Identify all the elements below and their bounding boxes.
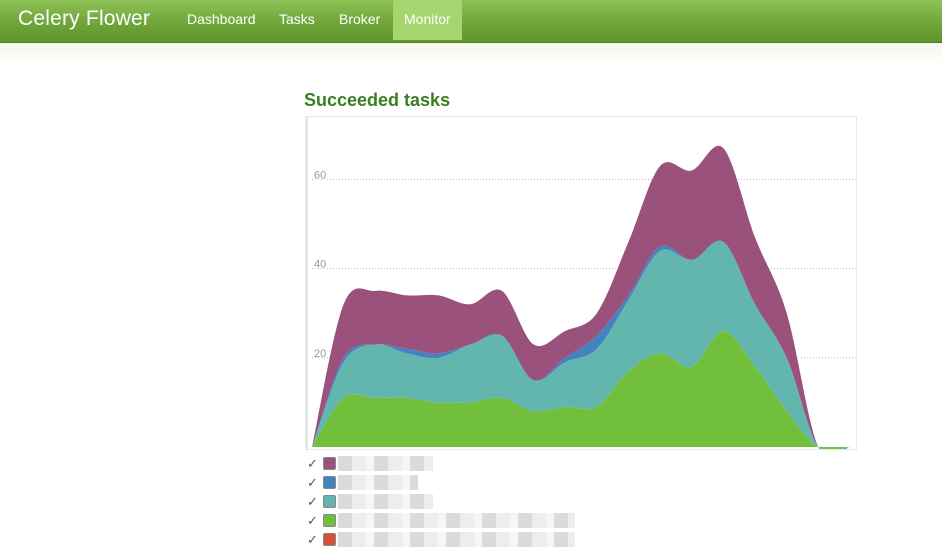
legend-item[interactable]: ✓ (307, 474, 607, 493)
area-series-1 (312, 240, 850, 449)
check-icon[interactable]: ✓ (307, 532, 318, 547)
legend-item[interactable]: ✓ (307, 455, 607, 474)
legend-swatch (323, 476, 336, 489)
legend-swatch (323, 514, 336, 527)
succeeded-tasks-chart: 20 40 60 (305, 116, 857, 450)
nav-tasks[interactable]: Tasks (279, 11, 315, 27)
check-icon[interactable]: ✓ (307, 456, 318, 471)
legend-swatch (323, 457, 336, 470)
y-tick-label: 40 (314, 259, 326, 271)
y-tick-label: 60 (314, 169, 326, 181)
brand-title[interactable]: Celery Flower (18, 7, 151, 30)
top-navbar: Celery Flower Dashboard Tasks Broker Mon… (0, 0, 942, 43)
check-icon[interactable]: ✓ (307, 475, 318, 490)
check-icon[interactable]: ✓ (307, 513, 318, 528)
y-tick-label: 20 (314, 348, 326, 360)
chart-title: Succeeded tasks (304, 90, 451, 110)
area-series-3 (312, 145, 850, 449)
legend-swatch (323, 495, 336, 508)
area-series-0 (312, 331, 850, 449)
legend-item[interactable]: ✓ (307, 531, 607, 550)
legend-label-redacted (338, 475, 418, 490)
legend-label-redacted (338, 494, 433, 509)
nav-dashboard[interactable]: Dashboard (187, 11, 256, 27)
legend-label-redacted (338, 513, 575, 528)
legend-label-redacted (338, 456, 433, 471)
legend-item[interactable]: ✓ (307, 493, 607, 512)
chart-canvas: 20 40 60 (306, 117, 856, 449)
legend-label-redacted (338, 532, 575, 547)
legend-swatch (323, 533, 336, 546)
nav-broker[interactable]: Broker (339, 11, 381, 27)
chart-legend: ✓ ✓ ✓ ✓ ✓ (307, 455, 607, 550)
legend-item[interactable]: ✓ (307, 512, 607, 531)
area-series (312, 145, 850, 449)
check-icon[interactable]: ✓ (307, 494, 318, 509)
subheader-band (0, 43, 942, 65)
nav-monitor[interactable]: Monitor (393, 0, 462, 40)
